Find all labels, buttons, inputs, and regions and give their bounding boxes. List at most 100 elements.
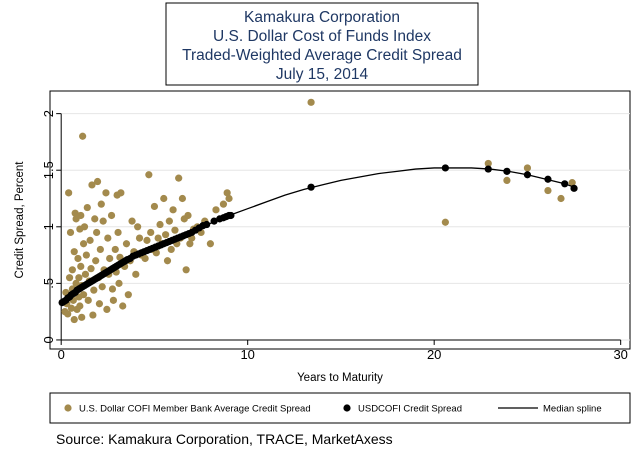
usdcofi-point: [227, 211, 235, 220]
member-bank-point: [165, 217, 173, 225]
member-bank-point: [141, 254, 149, 263]
member-bank-point: [544, 186, 552, 195]
member-bank-point: [171, 226, 179, 234]
member-bank-point: [184, 211, 192, 220]
member-bank-point: [80, 223, 89, 231]
member-bank-point: [124, 291, 132, 299]
y-tick-label: 1: [41, 223, 56, 230]
member-bank-point: [75, 274, 83, 282]
member-bank-point: [93, 177, 102, 186]
usdcofi-point: [544, 175, 552, 183]
plot-area: [49, 90, 631, 350]
member-bank-point: [182, 266, 190, 274]
member-bank-point: [156, 220, 164, 229]
legend: U.S. Dollar COFI Member Bank Average Cre…: [49, 392, 631, 424]
member-bank-point: [114, 228, 122, 237]
usdcofi-point: [441, 164, 449, 172]
member-bank-point: [82, 251, 90, 259]
member-bank-point: [307, 98, 315, 106]
title-line-2: U.S. Dollar Cost of Funds Index: [213, 28, 431, 45]
member-bank-point: [93, 228, 101, 237]
usdcofi-point: [561, 180, 569, 188]
member-bank-point: [66, 228, 75, 237]
member-bank-point: [70, 248, 78, 256]
member-bank-point: [86, 236, 94, 244]
usdcofi-point: [570, 184, 578, 192]
member-bank-point: [64, 310, 72, 318]
legend-spline-label: Median spline: [543, 404, 602, 415]
legend-member-marker: [64, 404, 72, 412]
member-bank-point: [143, 236, 151, 244]
title-box: Kamakura Corporation U.S. Dollar Cost of…: [165, 2, 479, 86]
member-bank-point: [115, 279, 123, 287]
member-bank-point: [135, 234, 144, 242]
member-bank-point: [98, 283, 106, 291]
member-bank-point: [77, 211, 85, 220]
member-bank-point: [484, 159, 492, 168]
member-bank-point: [128, 217, 136, 225]
member-bank-point: [503, 176, 511, 184]
member-bank-point: [109, 296, 118, 304]
member-bank-point: [74, 254, 82, 263]
x-tick-label: 0: [58, 347, 65, 362]
member-bank-point: [212, 206, 220, 214]
member-bank-point: [103, 305, 111, 313]
member-bank-point: [78, 313, 86, 321]
member-bank-point: [68, 266, 76, 274]
x-axis-title: Years to Maturity: [297, 372, 383, 384]
usdcofi-point: [210, 217, 218, 225]
member-bank-point: [79, 291, 88, 299]
y-tick-label: 2: [41, 110, 56, 117]
member-bank-point: [65, 189, 73, 197]
usdcofi-point: [484, 165, 492, 173]
y-axis-title: Credit Spread, Percent: [14, 161, 26, 279]
member-bank-point: [70, 315, 78, 324]
y-tick-label: 0: [41, 336, 56, 343]
member-bank-point: [186, 240, 194, 248]
member-bank-point: [104, 234, 112, 242]
member-bank-point: [102, 189, 110, 197]
member-bank-point: [96, 245, 104, 254]
member-bank-point: [79, 132, 87, 140]
title-border: [165, 2, 479, 86]
member-bank-point: [160, 194, 168, 203]
member-bank-point: [163, 257, 172, 265]
member-bank-point: [91, 215, 99, 223]
member-bank-point: [134, 223, 142, 231]
member-bank-point: [162, 231, 170, 239]
member-bank-point: [83, 203, 91, 212]
member-bank-point: [117, 189, 125, 197]
member-bank-point: [206, 240, 214, 248]
member-bank-point: [90, 286, 98, 294]
member-bank-point: [79, 240, 88, 248]
member-bank-point: [67, 304, 76, 312]
member-bank-point: [223, 189, 231, 197]
y-tick-label: .5: [41, 278, 56, 289]
member-bank-point: [71, 209, 79, 217]
member-bank-point: [219, 200, 228, 208]
member-bank-point: [65, 274, 74, 282]
member-bank-point: [97, 200, 105, 208]
usdcofi-point: [307, 183, 315, 191]
member-bank-point: [77, 262, 85, 270]
member-bank-point: [84, 296, 92, 304]
member-bank-point: [150, 202, 159, 211]
legend-cofi-label: USDCOFI Credit Spread: [358, 404, 462, 415]
member-bank-point: [72, 279, 80, 287]
member-bank-point: [154, 234, 162, 242]
legend-cofi-marker: [343, 404, 351, 412]
usdcofi-point: [203, 220, 211, 229]
member-bank-point: [81, 270, 90, 278]
member-bank-point: [76, 302, 84, 310]
y-ticks: 0 .5 1 1.5 2: [41, 110, 62, 344]
member-bank-point: [175, 174, 183, 182]
member-bank-point: [95, 300, 104, 308]
source-note: Source: Kamakura Corporation, TRACE, Mar…: [56, 431, 393, 447]
x-ticks: 0 10 20 30: [58, 339, 628, 362]
member-bank-point: [147, 228, 155, 237]
y-tick-label: 1.5: [41, 161, 56, 179]
member-bank-point: [167, 245, 175, 254]
x-tick-label: 30: [613, 347, 627, 362]
member-bank-point: [568, 179, 576, 187]
